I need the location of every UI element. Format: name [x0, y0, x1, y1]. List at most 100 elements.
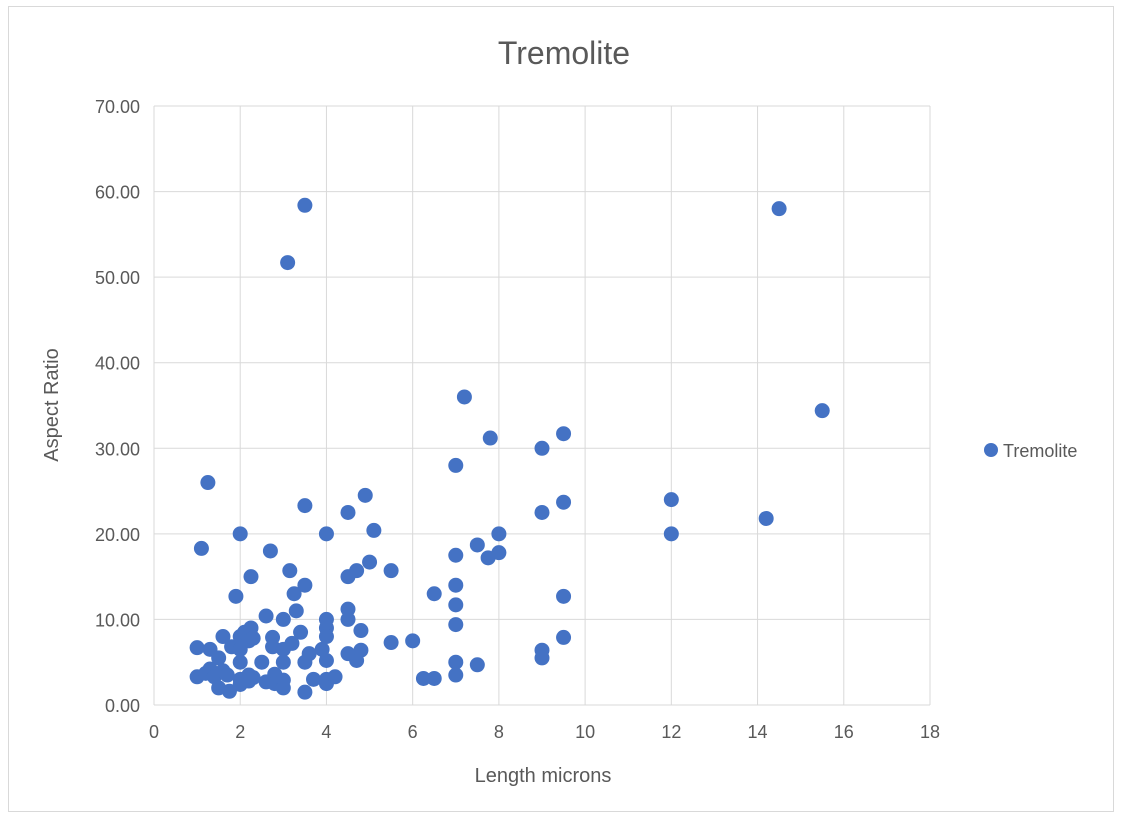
data-point — [448, 547, 464, 563]
data-point — [288, 603, 304, 619]
data-point — [456, 389, 472, 405]
y-tick-label: 50.00 — [95, 268, 140, 288]
data-point — [771, 201, 787, 217]
data-point — [663, 492, 679, 508]
data-point — [353, 623, 369, 639]
data-point — [219, 667, 235, 683]
data-point — [243, 569, 259, 585]
data-point — [221, 683, 237, 699]
data-point — [556, 588, 572, 604]
data-point — [318, 629, 334, 645]
data-point — [448, 617, 464, 633]
data-point — [189, 640, 205, 656]
data-point — [491, 526, 507, 542]
data-point — [275, 654, 291, 670]
data-point — [193, 540, 209, 556]
data-point — [228, 588, 244, 604]
data-point — [366, 522, 382, 538]
data-point — [448, 457, 464, 473]
y-tick-labels: 0.00 10.00 20.00 30.00 40.00 50.00 60.00 70.00 — [95, 97, 140, 716]
y-axis-label: Aspect Ratio — [41, 348, 63, 461]
data-point — [534, 504, 550, 520]
data-point — [327, 669, 343, 685]
legend-label: Tremolite — [1003, 441, 1077, 461]
x-tick-label: 16 — [834, 722, 854, 742]
data-point — [469, 657, 485, 673]
x-tick-label: 18 — [920, 722, 940, 742]
data-point — [448, 654, 464, 670]
data-point — [383, 635, 399, 651]
x-tick-label: 8 — [494, 722, 504, 742]
data-point — [556, 494, 572, 510]
data-point — [318, 526, 334, 542]
data-point — [448, 597, 464, 613]
x-tick-label: 10 — [575, 722, 595, 742]
data-point — [280, 255, 296, 271]
data-point — [415, 670, 431, 686]
data-point — [426, 670, 442, 686]
data-point — [297, 498, 313, 514]
data-point — [405, 633, 421, 649]
data-point — [663, 526, 679, 542]
data-point — [362, 554, 378, 570]
data-point — [286, 586, 302, 602]
data-point — [215, 629, 231, 645]
data-point — [534, 650, 550, 666]
data-point — [275, 611, 291, 627]
y-tick-label: 20.00 — [95, 525, 140, 545]
data-point — [758, 510, 774, 526]
data-point — [491, 545, 507, 561]
data-point — [232, 654, 248, 670]
x-tick-labels: 0 2 4 6 8 10 12 14 16 18 — [149, 722, 940, 742]
legend-marker — [984, 443, 998, 457]
data-point — [284, 635, 300, 651]
data-point — [275, 680, 291, 696]
data-point — [254, 654, 270, 670]
data-point — [297, 684, 313, 700]
data-point — [814, 403, 830, 419]
data-point — [448, 667, 464, 683]
data-point — [556, 426, 572, 442]
y-tick-label: 0.00 — [105, 696, 140, 716]
y-tick-label: 10.00 — [95, 610, 140, 630]
data-point — [297, 577, 313, 593]
data-point — [297, 197, 313, 213]
y-tick-label: 40.00 — [95, 354, 140, 374]
data-points — [189, 197, 830, 700]
x-tick-label: 6 — [408, 722, 418, 742]
data-point — [301, 646, 317, 662]
x-axis-label: Length microns — [475, 765, 612, 787]
data-point — [245, 630, 261, 646]
x-tick-label: 12 — [661, 722, 681, 742]
data-point — [258, 608, 274, 624]
data-point — [340, 611, 356, 627]
y-tick-label: 70.00 — [95, 97, 140, 117]
data-point — [426, 586, 442, 602]
data-point — [534, 440, 550, 456]
data-point — [482, 430, 498, 446]
x-tick-label: 2 — [235, 722, 245, 742]
data-point — [293, 624, 309, 640]
data-point — [448, 577, 464, 593]
data-point — [232, 526, 248, 542]
x-tick-label: 14 — [748, 722, 768, 742]
chart-title: Tremolite — [498, 35, 630, 71]
data-point — [349, 563, 365, 579]
data-point — [306, 671, 322, 687]
x-tick-label: 4 — [321, 722, 331, 742]
data-point — [211, 650, 227, 666]
data-point — [200, 475, 216, 491]
y-tick-label: 60.00 — [95, 183, 140, 203]
data-point — [340, 504, 356, 520]
y-tick-label: 30.00 — [95, 439, 140, 459]
data-point — [556, 629, 572, 645]
data-point — [340, 601, 356, 617]
data-point — [282, 563, 298, 579]
data-point — [383, 563, 399, 579]
data-point — [262, 543, 278, 559]
data-point — [353, 642, 369, 658]
data-point — [245, 670, 261, 686]
legend: Tremolite — [984, 441, 1077, 461]
data-point — [318, 653, 334, 669]
